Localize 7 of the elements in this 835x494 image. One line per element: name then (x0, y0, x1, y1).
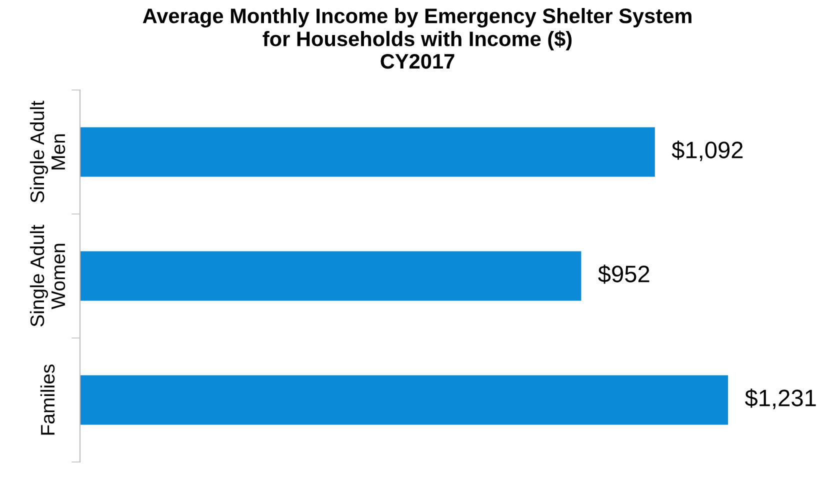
y-tick-label: Single Adult Men (30, 100, 66, 202)
chart-title: Average Monthly Income by Emergency Shelter System for Households with Income ($) CY2017 (142, 8, 692, 69)
data-label: $952 (598, 264, 650, 284)
y-tick-label: Families (40, 364, 55, 435)
data-label: $1,231 (744, 388, 816, 410)
y-tick-label: Single Adult Women (30, 224, 66, 326)
data-label: $1,092 (672, 140, 743, 162)
